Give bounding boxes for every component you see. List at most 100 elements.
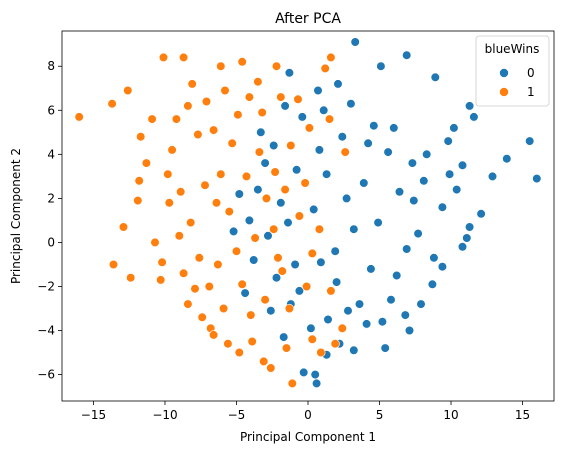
point-series-0-74 xyxy=(407,158,418,168)
point-series-0-48 xyxy=(266,306,276,316)
point-series-0-77 xyxy=(354,299,365,309)
point-series-1-88 xyxy=(247,336,257,347)
point-series-0-75 xyxy=(363,138,373,148)
point-series-1-19 xyxy=(157,257,167,267)
point-series-1-54 xyxy=(269,224,279,234)
legend: blueWins 0 1 xyxy=(475,35,550,107)
point-series-0-30 xyxy=(299,367,309,378)
point-series-1-10 xyxy=(108,259,119,270)
point-series-1-52 xyxy=(254,147,264,157)
legend-label-1: 1 xyxy=(527,85,535,99)
y-tick-label: 2 xyxy=(47,191,55,205)
x-tick-label: 10 xyxy=(443,408,458,422)
point-series-1-48 xyxy=(224,207,234,217)
point-series-1-7 xyxy=(271,61,282,71)
point-series-0-11 xyxy=(502,154,512,164)
point-series-1-41 xyxy=(340,147,350,157)
chart-title: After PCA xyxy=(275,11,341,27)
x-tick-label: 15 xyxy=(515,408,530,422)
point-series-0-88 xyxy=(234,189,244,199)
point-series-1-30 xyxy=(171,114,181,124)
y-axis-label: Principal Component 2 xyxy=(9,148,23,284)
point-series-1-2 xyxy=(123,85,133,96)
point-series-0-63 xyxy=(323,314,333,325)
point-series-1-43 xyxy=(176,187,186,197)
point-series-1-34 xyxy=(220,85,230,96)
point-series-0-67 xyxy=(292,165,302,175)
point-series-1-64 xyxy=(273,253,283,263)
point-series-1-61 xyxy=(227,138,237,148)
point-series-0-59 xyxy=(386,295,396,305)
legend-marker-1 xyxy=(499,87,509,97)
point-series-0-12 xyxy=(487,171,498,181)
point-series-1-12 xyxy=(156,275,166,285)
point-series-0-36 xyxy=(369,121,379,131)
point-series-1-81 xyxy=(233,110,243,120)
point-series-0-20 xyxy=(437,262,448,272)
point-series-1-76 xyxy=(147,114,157,124)
point-series-1-39 xyxy=(304,123,315,133)
x-axis-label: Principal Component 1 xyxy=(240,430,376,444)
point-series-0-32 xyxy=(362,319,372,329)
y-tick-label: 8 xyxy=(47,59,55,73)
point-series-0-51 xyxy=(309,204,319,214)
point-series-0-23 xyxy=(400,310,410,320)
point-series-1-13 xyxy=(118,222,129,232)
point-series-0-16 xyxy=(476,209,486,219)
point-series-0-2 xyxy=(376,61,386,71)
point-series-1-86 xyxy=(183,101,193,111)
point-series-1-44 xyxy=(186,218,196,228)
point-series-0-26 xyxy=(349,345,359,355)
point-series-1-63 xyxy=(250,233,260,243)
point-series-1-68 xyxy=(219,303,229,314)
point-series-1-21 xyxy=(197,312,207,322)
point-series-1-62 xyxy=(241,171,252,181)
point-series-1-40 xyxy=(324,114,335,124)
point-series-1-50 xyxy=(237,279,247,289)
point-series-0-60 xyxy=(366,264,376,274)
point-series-0-76 xyxy=(330,246,340,256)
point-series-1-73 xyxy=(314,224,325,234)
point-series-1-56 xyxy=(284,303,295,314)
point-series-0-25 xyxy=(380,343,390,353)
point-series-0-47 xyxy=(240,288,250,298)
point-series-0-70 xyxy=(373,218,383,228)
point-series-1-84 xyxy=(302,281,312,292)
point-series-0-10 xyxy=(525,136,535,146)
point-series-0-14 xyxy=(443,136,453,146)
point-series-1-29 xyxy=(316,347,326,358)
point-series-1-14 xyxy=(134,176,144,186)
point-series-1-85 xyxy=(330,339,340,349)
point-series-1-25 xyxy=(259,356,269,367)
point-series-0-78 xyxy=(377,317,388,327)
point-series-1-58 xyxy=(307,248,317,258)
point-series-0-7 xyxy=(465,101,475,111)
point-series-0-52 xyxy=(322,169,332,179)
point-series-1-49 xyxy=(231,246,242,256)
point-series-1-77 xyxy=(141,158,151,168)
point-series-1-70 xyxy=(270,167,280,177)
point-series-1-8 xyxy=(326,52,336,63)
point-series-1-74 xyxy=(326,286,336,296)
point-series-1-71 xyxy=(286,140,296,151)
point-series-1-23 xyxy=(223,339,233,349)
point-series-1-0 xyxy=(74,112,84,122)
point-series-0-34 xyxy=(409,196,419,206)
point-series-0-43 xyxy=(253,185,263,195)
point-series-0-57 xyxy=(413,229,423,239)
point-series-0-49 xyxy=(279,332,289,342)
point-series-1-67 xyxy=(213,259,223,270)
point-series-1-83 xyxy=(280,185,290,195)
point-series-0-82 xyxy=(283,218,293,228)
point-series-1-78 xyxy=(174,231,184,241)
point-series-0-86 xyxy=(452,185,462,195)
point-series-1-65 xyxy=(179,268,189,278)
point-series-1-33 xyxy=(209,125,219,135)
x-tick-label: −10 xyxy=(152,408,177,422)
point-series-0-1 xyxy=(402,50,412,60)
point-series-1-1 xyxy=(107,99,117,109)
point-series-1-35 xyxy=(244,92,254,102)
point-series-1-36 xyxy=(253,77,263,87)
plot-frame xyxy=(61,30,555,402)
point-series-1-17 xyxy=(150,237,160,247)
